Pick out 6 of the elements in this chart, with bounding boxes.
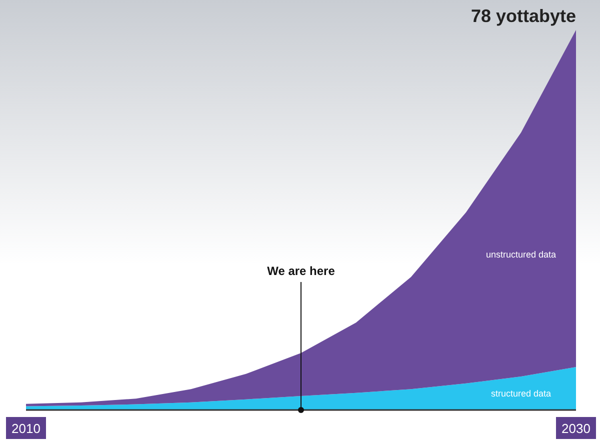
text: 78 yottabyte	[470, 6, 576, 26]
x-tick-label: 2030	[562, 421, 590, 436]
series-label: unstructured data	[486, 250, 556, 260]
ref-line-label: We are here	[267, 264, 336, 278]
series-label: structured data	[490, 388, 552, 398]
x-tick-label: 2010	[12, 421, 40, 436]
